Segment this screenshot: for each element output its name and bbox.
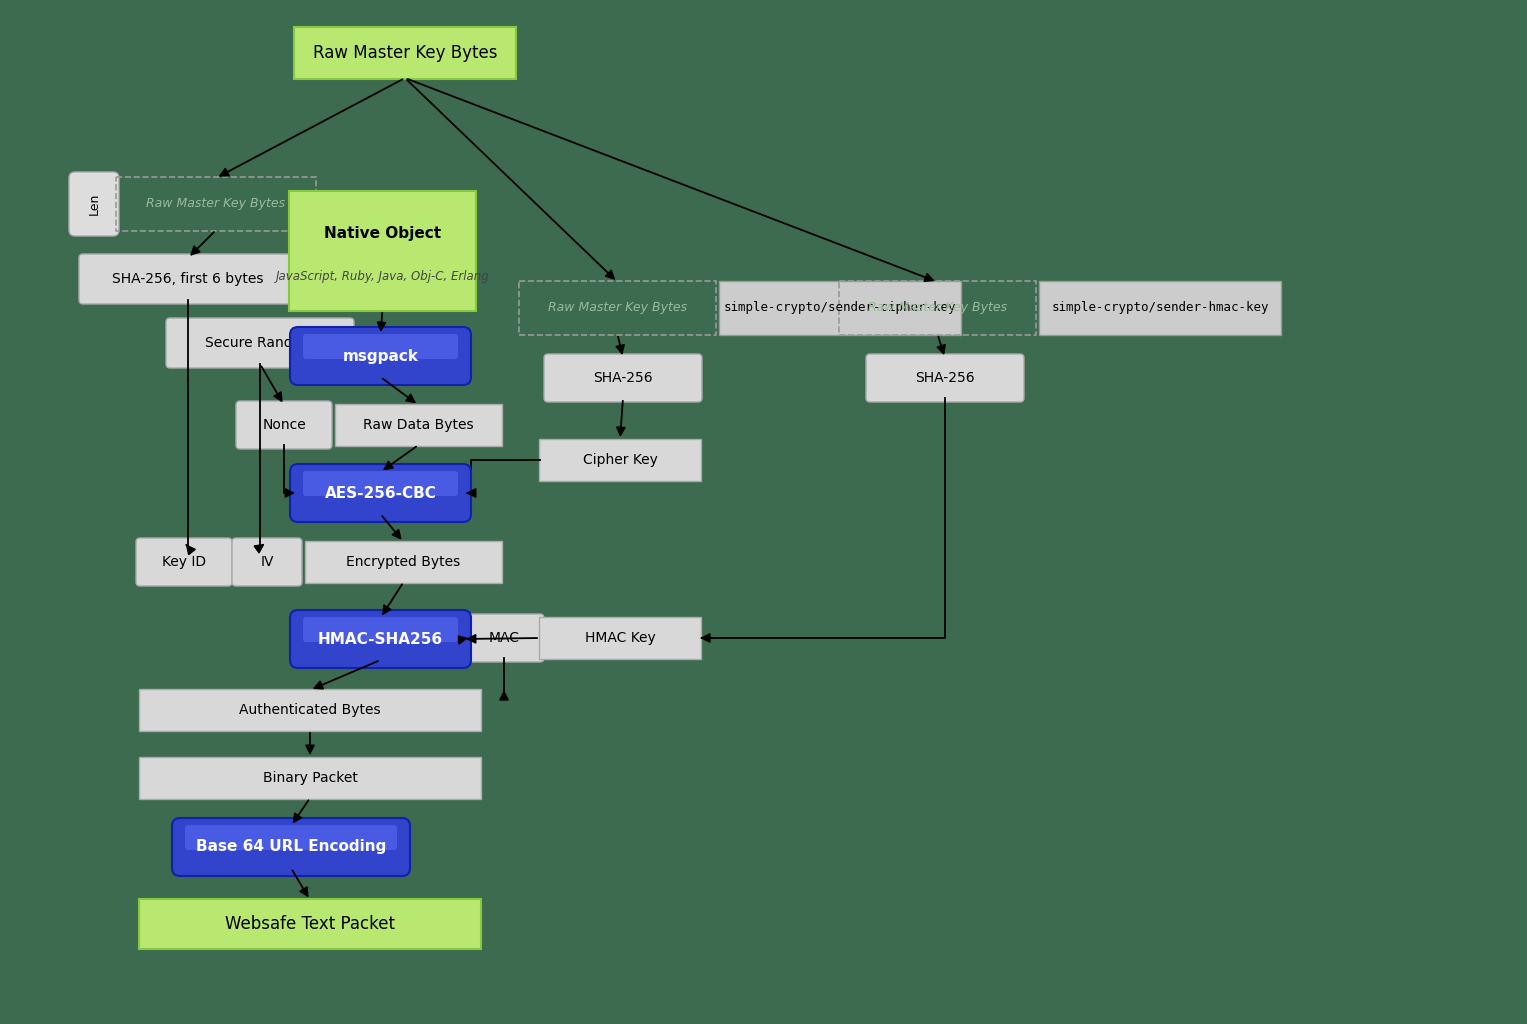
FancyBboxPatch shape (232, 538, 302, 586)
FancyBboxPatch shape (302, 471, 458, 496)
FancyBboxPatch shape (173, 818, 411, 876)
FancyBboxPatch shape (289, 191, 476, 311)
Text: Nonce: Nonce (263, 418, 305, 432)
FancyBboxPatch shape (290, 327, 470, 385)
Text: IV: IV (260, 555, 273, 569)
FancyBboxPatch shape (166, 318, 354, 368)
Text: simple-crypto/sender-hmac-key: simple-crypto/sender-hmac-key (1051, 301, 1269, 314)
FancyBboxPatch shape (139, 689, 481, 731)
Text: HMAC Key: HMAC Key (585, 631, 655, 645)
FancyBboxPatch shape (79, 254, 296, 304)
FancyBboxPatch shape (290, 610, 470, 668)
Text: Len: Len (87, 193, 101, 215)
FancyBboxPatch shape (69, 172, 119, 236)
Text: Cipher Key: Cipher Key (583, 453, 658, 467)
FancyBboxPatch shape (302, 334, 458, 359)
FancyBboxPatch shape (290, 464, 470, 522)
Text: Native Object: Native Object (324, 226, 441, 241)
Text: SHA-256: SHA-256 (592, 371, 654, 385)
FancyBboxPatch shape (139, 899, 481, 949)
FancyBboxPatch shape (302, 617, 458, 642)
Text: SHA-256, first 6 bytes: SHA-256, first 6 bytes (113, 272, 264, 286)
FancyBboxPatch shape (295, 27, 516, 79)
Text: Raw Master Key Bytes: Raw Master Key Bytes (147, 198, 286, 211)
FancyBboxPatch shape (136, 538, 232, 586)
Text: Binary Packet: Binary Packet (263, 771, 357, 785)
FancyBboxPatch shape (334, 404, 502, 446)
FancyBboxPatch shape (464, 614, 544, 662)
Text: Raw Master Key Bytes: Raw Master Key Bytes (313, 44, 498, 62)
FancyBboxPatch shape (1038, 281, 1281, 335)
Text: MAC: MAC (489, 631, 519, 645)
Text: Authenticated Bytes: Authenticated Bytes (240, 703, 380, 717)
FancyBboxPatch shape (719, 281, 960, 335)
FancyBboxPatch shape (539, 439, 701, 481)
Text: Key ID: Key ID (162, 555, 206, 569)
FancyBboxPatch shape (237, 401, 331, 449)
FancyBboxPatch shape (305, 541, 502, 583)
Text: AES-256-CBC: AES-256-CBC (325, 485, 437, 501)
Text: Encrypted Bytes: Encrypted Bytes (347, 555, 461, 569)
FancyBboxPatch shape (866, 354, 1025, 402)
Text: Base 64 URL Encoding: Base 64 URL Encoding (195, 840, 386, 854)
Text: JavaScript, Ruby, Java, Obj-C, Erlang: JavaScript, Ruby, Java, Obj-C, Erlang (276, 270, 489, 284)
Text: msgpack: msgpack (342, 348, 418, 364)
FancyBboxPatch shape (139, 757, 481, 799)
FancyBboxPatch shape (539, 617, 701, 659)
Text: HMAC-SHA256: HMAC-SHA256 (318, 632, 443, 646)
Text: Raw Master Key Bytes: Raw Master Key Bytes (867, 301, 1008, 314)
Text: SHA-256: SHA-256 (915, 371, 974, 385)
FancyBboxPatch shape (544, 354, 702, 402)
Text: simple-crypto/sender-cipher-key: simple-crypto/sender-cipher-key (724, 301, 956, 314)
FancyBboxPatch shape (185, 825, 397, 850)
Text: Raw Data Bytes: Raw Data Bytes (363, 418, 473, 432)
Text: Websafe Text Packet: Websafe Text Packet (224, 915, 395, 933)
Text: Raw Master Key Bytes: Raw Master Key Bytes (548, 301, 687, 314)
Text: Secure Random: Secure Random (205, 336, 315, 350)
